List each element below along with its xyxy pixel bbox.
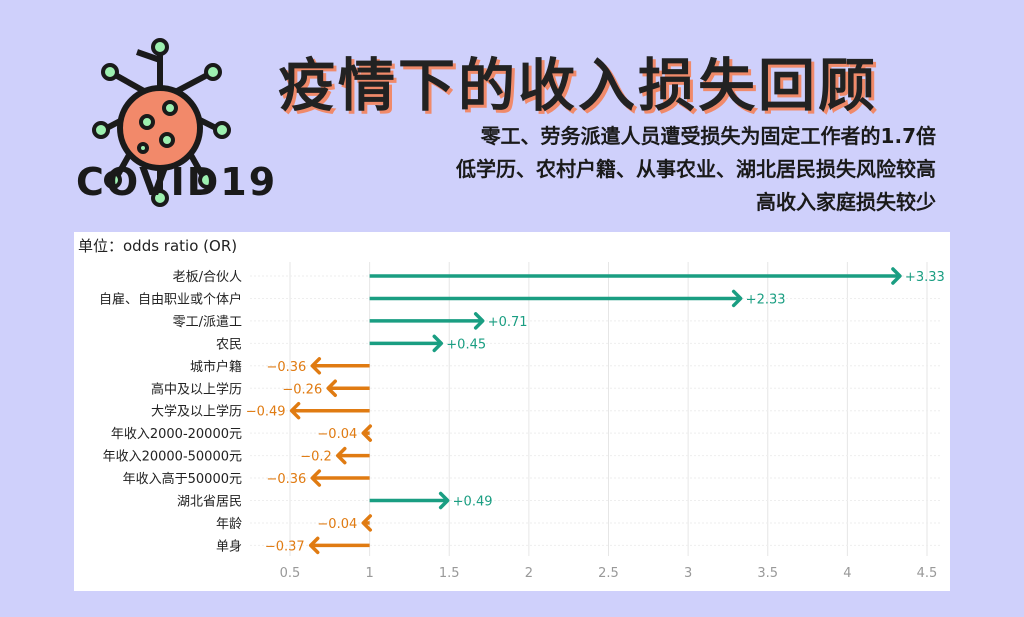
- value-label: −0.37: [265, 539, 305, 554]
- arrow-head: [891, 267, 902, 285]
- arrow-head: [361, 424, 373, 442]
- covid-virus-logo: [92, 38, 231, 207]
- x-tick-label: 1: [365, 566, 373, 581]
- x-tick-label: 2: [525, 566, 533, 581]
- unit-label: 单位：odds ratio (OR): [78, 237, 238, 255]
- chart-panel: [74, 232, 950, 591]
- arrow-head: [326, 379, 337, 397]
- value-label: +0.49: [453, 495, 493, 510]
- category-label: 年龄: [216, 517, 242, 532]
- arrow-head: [361, 514, 373, 532]
- subtitle-2: 低学历、农村户籍、从事农业、湖北居民损失风险较高: [456, 157, 936, 181]
- x-tick-label: 2.5: [598, 566, 619, 581]
- category-label: 农民: [216, 337, 242, 352]
- arrow-head: [432, 334, 444, 353]
- x-tick-label: 1.5: [439, 566, 460, 581]
- category-label: 零工/派遣工: [173, 315, 242, 330]
- category-label: 城市户籍: [190, 359, 242, 375]
- subtitle-1: 零工、劳务派遣人员遭受损失为固定工作者的1.7倍: [480, 124, 936, 148]
- value-label: −0.2: [300, 450, 332, 465]
- arrow-head: [731, 289, 743, 308]
- category-label: 年收入2000-20000元: [111, 427, 242, 442]
- category-label: 湖北省居民: [177, 495, 242, 510]
- category-label: 老板/合伙人: [173, 270, 242, 285]
- arrow-head: [310, 357, 322, 375]
- x-tick-label: 3.5: [757, 566, 778, 581]
- subtitle-3: 高收入家庭损失较少: [756, 190, 936, 214]
- category-label: 大学及以上学历: [151, 404, 242, 420]
- category-label: 年收入20000-50000元: [103, 450, 242, 465]
- x-tick-label: 4: [843, 566, 851, 581]
- category-label: 单身: [216, 538, 242, 554]
- arrow-head: [473, 312, 485, 330]
- page-title: 疫情下的收入损失回顾: [278, 53, 878, 119]
- value-label: +2.33: [746, 292, 786, 307]
- category-label: 自雇、自由职业或个体户: [99, 291, 242, 307]
- category-label: 年收入高于50000元: [123, 471, 242, 487]
- category-label: 高中及以上学历: [151, 381, 242, 397]
- value-label: −0.49: [246, 405, 286, 420]
- x-tick-label: 4.5: [917, 566, 938, 581]
- value-label: −0.36: [266, 360, 306, 375]
- arrow-head: [438, 491, 450, 510]
- value-label: −0.04: [317, 427, 357, 442]
- x-tick-label: 3: [684, 566, 692, 581]
- arrow-head: [310, 469, 322, 487]
- arrow-head: [289, 401, 301, 420]
- arrow-head: [308, 536, 320, 555]
- value-label: +0.45: [446, 337, 486, 352]
- logo-text: COVID19: [76, 160, 278, 204]
- value-label: −0.36: [266, 472, 306, 487]
- value-label: +0.71: [488, 315, 528, 330]
- value-label: −0.26: [282, 382, 322, 397]
- x-tick-label: 0.5: [280, 566, 301, 581]
- value-label: +3.33: [905, 270, 945, 285]
- value-label: −0.04: [317, 517, 357, 532]
- arrow-head: [336, 446, 347, 465]
